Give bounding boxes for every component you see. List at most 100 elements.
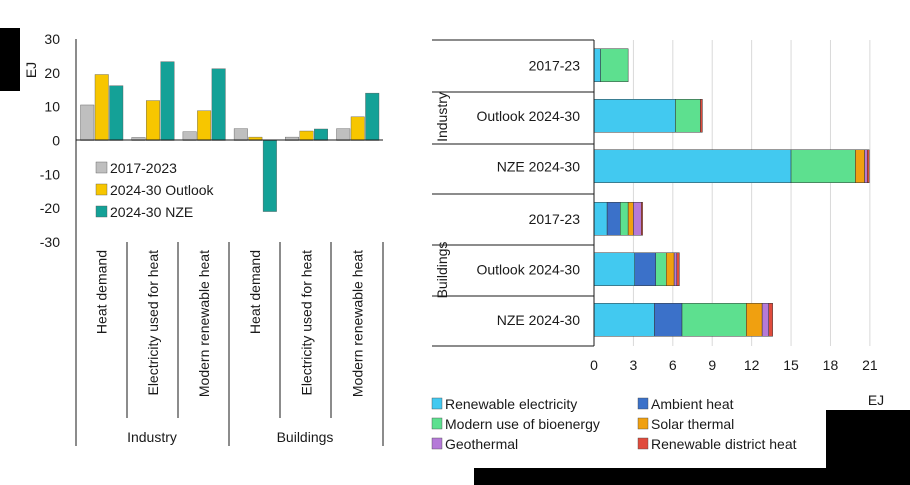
right-stack-segment <box>666 252 675 286</box>
right-x-tick-label: 21 <box>862 357 878 373</box>
right-legend-label: Geothermal <box>445 436 518 452</box>
left-bar-chart: EJ 30 20 10 0 -10 -20 -30 Heat demand Electrici… <box>23 31 384 446</box>
left-y-tick-label: -10 <box>40 166 60 182</box>
right-legend-swatch <box>431 437 443 450</box>
right-legend-label: Ambient heat <box>651 396 734 412</box>
right-x-tick-label: 18 <box>823 357 839 373</box>
left-bar <box>94 74 109 141</box>
left-y-tick-label: 20 <box>44 65 60 81</box>
left-legend-box <box>90 155 238 229</box>
right-x-tick-label: 12 <box>744 357 760 373</box>
left-category-label: Modern renewable heat <box>196 250 212 397</box>
left-bar <box>160 61 175 141</box>
right-legend-swatch <box>637 417 649 430</box>
right-stack-segment <box>866 149 870 183</box>
right-x-tick-label: 3 <box>630 357 638 373</box>
left-bar <box>197 110 212 141</box>
right-stack-segment <box>673 252 678 286</box>
right-stack-segment <box>593 202 608 236</box>
right-legend-swatch <box>637 437 649 450</box>
left-bar <box>182 131 197 141</box>
left-legend-label: 2024-30 Outlook <box>110 182 215 198</box>
left-y-tick-label: -20 <box>40 200 60 216</box>
right-group-label: Buildings <box>434 242 450 299</box>
left-bar <box>350 116 365 141</box>
right-stack-segment <box>746 303 763 337</box>
right-category-label: 2017-23 <box>529 211 581 227</box>
left-legend-swatch <box>95 205 108 218</box>
right-stack-segment <box>620 202 629 236</box>
right-stack-segment <box>593 48 601 82</box>
left-bar <box>314 128 328 141</box>
left-bar <box>336 128 351 141</box>
left-y-tick-label: -30 <box>40 234 60 250</box>
right-stack-segment <box>606 202 621 236</box>
left-bar <box>365 92 380 141</box>
left-bar <box>233 128 248 141</box>
right-group-label: Industry <box>434 92 450 142</box>
left-y-axis-label: EJ <box>23 62 39 78</box>
right-stack-segment <box>790 149 856 183</box>
right-stacked-bar-chart: 2017-23 Outlook 2024-30 NZE 2024-30 2017-23… <box>431 39 884 452</box>
left-group-label: Buildings <box>277 429 334 445</box>
right-stack-segment <box>676 252 680 286</box>
left-legend-label: 2024-30 NZE <box>110 204 193 220</box>
right-x-axis-label: EJ <box>868 392 884 408</box>
left-y-tick-label: 10 <box>44 99 60 115</box>
left-legend-swatch <box>95 161 108 174</box>
right-legend-label: Solar thermal <box>651 416 734 432</box>
right-stack-segment <box>627 202 634 236</box>
right-x-tick-label: 0 <box>590 357 598 373</box>
right-x-tick-label: 6 <box>669 357 677 373</box>
left-bar <box>299 130 314 141</box>
right-legend-swatch <box>431 397 443 410</box>
right-x-tick-label: 15 <box>783 357 799 373</box>
left-category-label: Electricity used for heat <box>145 250 161 396</box>
left-y-tick-label: 30 <box>44 31 60 47</box>
left-category-label: Modern renewable heat <box>350 250 366 397</box>
right-stack-segment <box>761 303 769 337</box>
right-stack-segment <box>675 99 701 133</box>
right-x-tick-label: 9 <box>708 357 716 373</box>
right-legend-label: Renewable district heat <box>651 436 797 452</box>
right-stack-segment <box>768 303 773 337</box>
left-group-label: Industry <box>127 429 177 445</box>
right-stack-segment <box>593 149 792 183</box>
right-stack-segment <box>593 99 676 133</box>
right-stack-segment <box>855 149 865 183</box>
right-stack-segment <box>681 303 747 337</box>
left-y-tick-label: 0 <box>52 133 60 149</box>
left-bar <box>145 100 160 141</box>
left-legend-swatch <box>95 183 108 196</box>
redaction-box-top-left <box>0 28 20 91</box>
right-legend-label: Renewable electricity <box>445 396 577 412</box>
right-category-label: Outlook 2024-30 <box>476 261 580 277</box>
left-bar <box>262 140 277 212</box>
right-stack-segment <box>864 149 868 183</box>
right-stack-segment <box>593 303 655 337</box>
right-stack-segment <box>641 202 643 236</box>
right-category-label: NZE 2024-30 <box>497 312 580 328</box>
left-category-label: Heat demand <box>247 250 263 334</box>
right-stack-segment <box>700 99 703 133</box>
right-stack-segment <box>655 252 667 286</box>
left-legend-label: 2017-2023 <box>110 160 177 176</box>
left-bar <box>211 68 226 141</box>
right-category-label: NZE 2024-30 <box>497 158 580 174</box>
left-category-label: Heat demand <box>94 250 110 334</box>
redaction-box-bottom-right <box>826 410 910 485</box>
right-category-label: 2017-23 <box>529 57 581 73</box>
right-stack-segment <box>654 303 683 337</box>
left-category-label: Electricity used for heat <box>298 250 314 396</box>
right-stack-segment <box>634 252 656 286</box>
right-stack-segment <box>600 48 629 82</box>
right-legend-swatch <box>431 417 443 430</box>
right-stack-segment <box>593 252 635 286</box>
right-category-label: Outlook 2024-30 <box>476 108 580 124</box>
right-stack-segment <box>633 202 642 236</box>
right-legend-swatch <box>637 397 649 410</box>
left-bar <box>80 104 95 141</box>
left-bar <box>109 85 124 141</box>
redaction-bar-bottom <box>474 468 826 485</box>
